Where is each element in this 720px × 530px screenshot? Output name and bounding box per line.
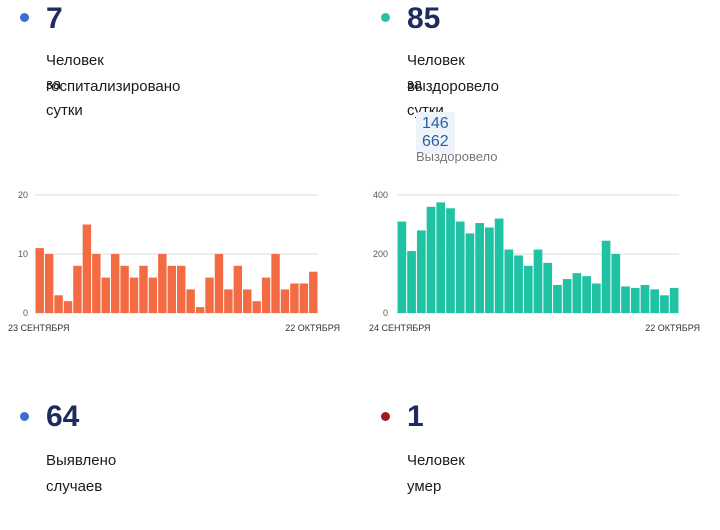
chart1-bar [139,265,148,313]
chart2-ytick-label: 0 [383,308,388,318]
chart1-bar [271,254,280,313]
chart1-bar [309,271,318,313]
chart1-bar [148,277,158,313]
chart2-bar [660,295,669,313]
cases-label: Выявлено случаев [46,452,117,495]
chart2-bar [533,249,543,313]
chart2-bar [504,249,514,313]
chart1-ytick-label: 0 [23,308,28,318]
chart1-bar [82,224,92,313]
chart2-bar [611,254,621,313]
chart1-bar [92,254,101,313]
cases-value: 64 [46,400,80,433]
chart2-bar [640,284,650,313]
chart1-ytick-label: 10 [18,249,28,259]
recovered-total-label: Выздоровело [416,149,498,164]
chart1-bar [35,248,44,313]
chart1-xlabel-end: 22 ОКТЯБРЯ [285,323,340,333]
chart2-bar [650,289,660,313]
chart1-bar [110,254,120,313]
recovered-dot-icon [381,13,390,22]
chart1-bar [186,289,195,313]
chart2-bar [446,208,455,313]
chart1-bar [177,265,186,313]
chart2-bar [494,218,504,313]
chart1-bar [158,254,167,313]
deaths-label: Человек умер [407,452,465,495]
hospitalized-value: 7 [46,2,63,35]
recovered-total-value: 146 662 [416,112,455,154]
chart1-bar [73,265,82,313]
chart2-bar [436,202,446,314]
chart2-bar [582,276,591,314]
chart2-bar [397,221,407,313]
chart1-ytick-label: 20 [18,190,28,200]
chart2-bar [407,251,416,313]
chart2-bar [543,262,553,313]
cases-dot-icon [20,412,29,421]
chart2-bar [621,286,630,313]
chart1-bar [290,283,299,313]
chart2-bar [630,287,640,313]
chart2-bar [572,273,582,313]
deaths-dot-icon [381,412,390,421]
chart1-bar [44,254,54,313]
chart2-bar [523,265,533,313]
chart2-bar [514,255,523,313]
chart2-bar [475,223,485,313]
chart1-bar [214,254,224,313]
chart2-bar [562,279,572,313]
chart1-bar [280,289,290,313]
chart1-bar [261,277,271,313]
chart1-bar [195,307,205,313]
chart1-bar [233,265,243,313]
hospitalized-label-line2: за сутки [46,76,83,119]
chart2-bar [485,227,494,313]
chart2-xlabel-start: 24 СЕНТЯБРЯ [369,323,431,333]
chart1-xlabel-start: 23 СЕНТЯБРЯ [8,323,70,333]
hospitalized-dot-icon [20,13,29,22]
chart1-bar [243,289,252,313]
deaths-value: 1 [407,400,424,433]
chart1-bar [252,301,261,313]
chart1-bar [205,277,214,313]
chart2-bar [591,283,601,313]
recovered-value: 85 [407,2,441,35]
chart1-bar [63,301,73,313]
chart2-ytick-label: 400 [373,190,388,200]
chart2-bar [669,287,679,313]
chart1-bar [120,265,129,313]
chart2-bar [601,240,611,313]
chart2-bar [465,233,475,313]
chart2-ytick-label: 200 [373,249,388,259]
chart1-bar [224,289,233,313]
chart1-bar [129,277,139,313]
chart2-bar [553,284,562,313]
hospitalized-label-line1: Человек госпитализировано [46,52,181,95]
chart2-xlabel-end: 22 ОКТЯБРЯ [645,323,700,333]
chart2-bar [426,206,436,313]
chart2-bar [455,221,465,313]
chart1-bar [54,295,63,313]
chart2-bar [416,230,426,313]
chart1-bar [167,265,176,313]
charts-area: 0 10 20 23 СЕНТЯБРЯ 22 ОКТЯБРЯ 0 200 400 24 СЕНТ… [8,190,700,333]
chart1-bar [101,277,110,313]
chart1-bar [299,283,309,313]
recovered-label-line1: Человек выздоровело [407,52,499,95]
